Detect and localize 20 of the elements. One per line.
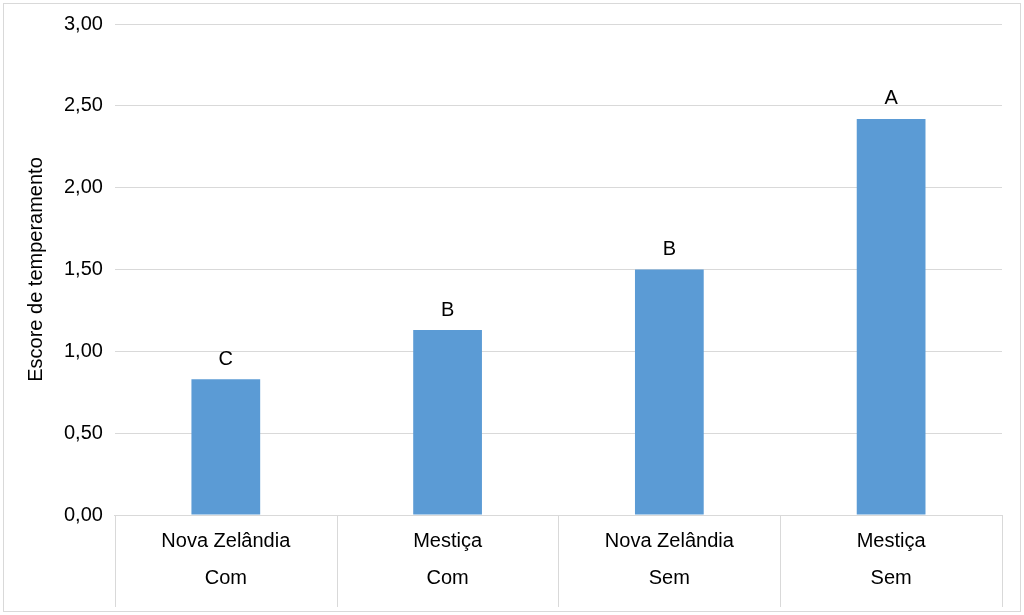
bar	[856, 118, 926, 515]
y-axis-title: Escore de temperamento	[23, 157, 46, 382]
annotation: B	[440, 297, 455, 320]
x-tick-label: Nova Zelândia Com	[161, 529, 292, 589]
annotation: B	[662, 237, 677, 260]
bar	[634, 269, 704, 515]
y-tick-label: 2,00	[63, 175, 103, 198]
y-tick-label: 1,50	[63, 257, 103, 280]
annotation: A	[884, 86, 899, 109]
y-tick-label: 2,50	[63, 93, 103, 116]
annotation: C	[218, 346, 234, 369]
x-tick-label: Nova Zelândia Sem	[604, 529, 735, 589]
y-tick-label: 0,00	[63, 502, 103, 525]
y-tick-label: 1,00	[63, 338, 103, 361]
bar	[413, 330, 482, 515]
x-tick-label: Mestiça Sem	[856, 529, 927, 589]
y-tick-label: 3,00	[63, 11, 103, 34]
bar	[191, 379, 261, 515]
x-tick-label: Mestiça Com	[413, 529, 483, 589]
y-tick-label: 0,50	[63, 420, 103, 443]
